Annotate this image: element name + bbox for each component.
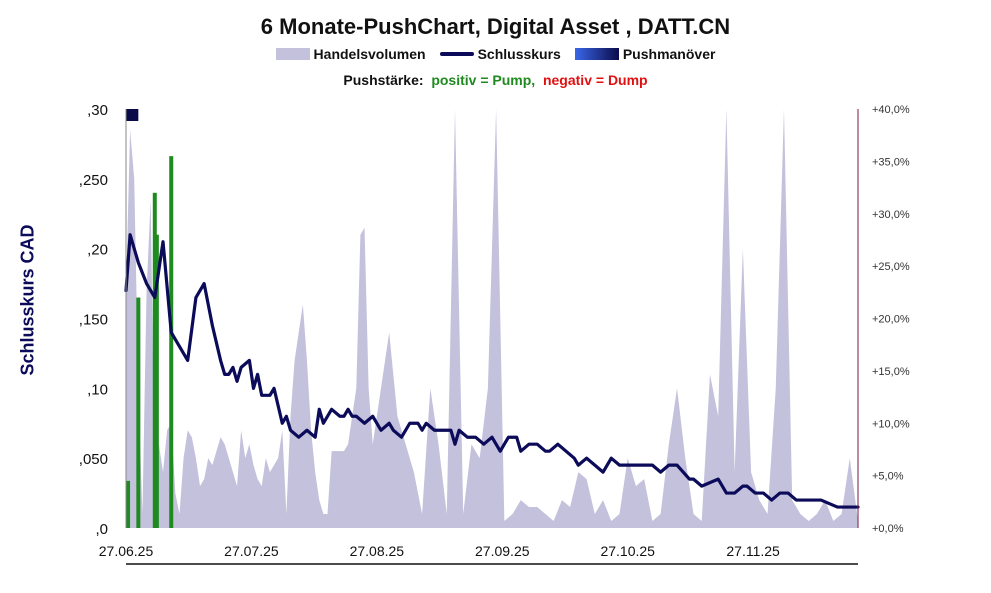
push-strength-bar (169, 156, 174, 528)
right-tick-label: +0,0% (872, 523, 904, 535)
volume-area-layer (126, 109, 858, 528)
axes-layer (125, 109, 859, 565)
left-tick-labels: ,0 ,050 ,10 ,150 ,20 ,250 ,30 (79, 102, 108, 538)
push-strength-bar (152, 192, 157, 529)
left-tick-label: ,250 (79, 172, 108, 189)
note-negative: negativ = Dump (542, 72, 648, 88)
note-prefix: Pushstärke: (343, 72, 424, 88)
left-tick-label: ,10 (87, 381, 108, 398)
legend-swatch-volume (275, 48, 310, 60)
legend-swatch-close (439, 52, 474, 56)
push-strength-bar-layer (126, 156, 174, 529)
legend-item-volume: Handelsvolumen (275, 46, 426, 62)
x-tick-labels: 27.06.25 27.07.25 27.08.25 27.09.25 27.10.25… (99, 543, 780, 559)
right-tick-label: +5,0% (872, 471, 904, 483)
push-marker-layer (126, 109, 139, 121)
legend-swatch-push (574, 48, 619, 60)
push-strength-bar (154, 234, 159, 528)
left-tick-label: ,30 (87, 102, 108, 119)
x-tick-label: 27.08.25 (350, 543, 405, 559)
right-tick-label: +25,0% (872, 261, 910, 273)
x-tick-label: 27.06.25 (99, 543, 154, 559)
push-strength-bar (126, 480, 131, 528)
push-marker (126, 109, 139, 121)
right-tick-label: +20,0% (872, 314, 910, 326)
close-price-line (124, 233, 860, 509)
legend-label-push: Pushmanöver (622, 46, 716, 62)
right-tick-label: +10,0% (872, 418, 910, 430)
x-tick-label: 27.10.25 (600, 543, 655, 559)
right-tick-label: +30,0% (872, 209, 910, 221)
legend-label-close: Schlusskurs (477, 46, 561, 62)
left-tick-label: ,150 (79, 312, 108, 329)
legend-label-volume: Handelsvolumen (313, 46, 426, 62)
legend-item-push: Pushmanöver (574, 46, 716, 62)
volume-area (126, 109, 858, 528)
x-tick-label: 27.07.25 (224, 543, 279, 559)
right-tick-label: +35,0% (872, 156, 910, 168)
push-strength-note: Pushstärke: positiv = Pump, negativ = Du… (0, 72, 991, 88)
chart-title: 6 Monate-PushChart, Digital Asset , DATT… (260, 14, 731, 39)
right-tick-labels: +0,0% +5,0% +10,0% +15,0% +20,0% +25,0% +30,0%… (872, 104, 910, 535)
close-line-layer (124, 233, 860, 509)
x-tick-label: 27.11.25 (726, 543, 780, 559)
legend-item-close: Schlusskurs (439, 46, 561, 62)
right-tick-label: +40,0% (872, 104, 910, 116)
left-tick-label: ,20 (87, 242, 108, 259)
legend: Handelsvolumen Schlusskurs Pushmanöver (0, 46, 991, 62)
x-tick-label: 27.09.25 (475, 543, 530, 559)
left-tick-label: ,050 (79, 451, 108, 468)
right-tick-label: +15,0% (872, 366, 910, 378)
push-strength-bar (136, 297, 141, 528)
left-tick-label: ,0 (95, 521, 108, 538)
note-positive: positiv = Pump, (431, 72, 536, 88)
